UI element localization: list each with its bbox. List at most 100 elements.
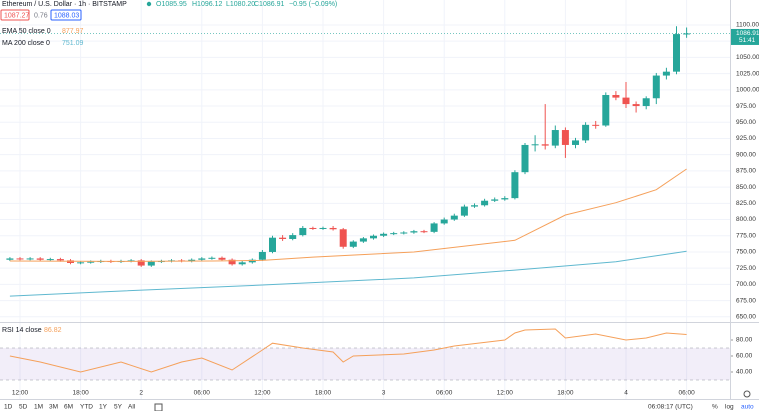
time-tick-label: 2: [139, 390, 143, 397]
candle-body: [36, 258, 44, 260]
time-tick-label: 3: [382, 390, 386, 397]
candle-body: [319, 227, 327, 229]
plot: [0, 26, 730, 373]
scale-button[interactable]: %: [712, 404, 718, 411]
candle-body: [440, 219, 448, 224]
indicator-line: [9, 250, 687, 297]
ema-legend: EMA 50 close 0: [2, 28, 51, 35]
market-status: [146, 1, 152, 7]
candle-body: [400, 232, 408, 234]
price-tick-label: 925.00: [736, 135, 756, 142]
candle-body: [420, 231, 428, 233]
price-tick-label: 800.00: [736, 216, 756, 223]
rsi-last-value: 86.82: [44, 327, 62, 334]
candle-body: [642, 98, 650, 107]
candle-body: [329, 227, 337, 230]
range-button[interactable]: 6M: [64, 404, 73, 411]
candle-body: [380, 233, 388, 236]
price-tick-label: 975.00: [736, 103, 756, 110]
candle-body: [269, 237, 276, 252]
price-tick-label: 675.00: [736, 297, 756, 304]
candle-body: [208, 257, 216, 259]
time-tick-label: 12:00: [497, 390, 514, 397]
toolbar: 1D 5D 1M 3M 6M YTD 1Y 5Y All 06:08:17 (UTC)% log au…: [4, 404, 754, 411]
price-tick-label: 875.00: [736, 168, 756, 175]
indicator-line: [9, 328, 687, 373]
candle-body: [491, 199, 499, 201]
price-tick-label: 950.00: [736, 119, 756, 126]
range-button[interactable]: 5D: [19, 404, 28, 411]
buy-box[interactable]: [50, 9, 82, 21]
candle-body: [137, 260, 145, 266]
candle-body: [258, 251, 266, 260]
scale-button[interactable]: log: [725, 404, 734, 411]
candle-body: [652, 75, 660, 99]
range-button[interactable]: All: [128, 404, 136, 411]
candle-body: [662, 71, 670, 76]
settings-icon[interactable]: [743, 390, 751, 398]
candle-body: [6, 258, 14, 260]
range-button[interactable]: 1M: [34, 404, 43, 411]
price-tick-label: 725.00: [736, 265, 756, 272]
price-tick-label: 750.00: [736, 249, 756, 256]
candle-body: [339, 229, 347, 247]
range-button[interactable]: YTD: [80, 404, 93, 411]
ohlc-close: C1086.91: [254, 1, 284, 8]
candle-body: [511, 172, 519, 199]
rsi-tick-label: 60.00: [736, 353, 753, 360]
indicator-line: [9, 168, 687, 262]
last-price-tag: [731, 28, 759, 45]
candle-body: [632, 104, 640, 107]
candle-body: [481, 200, 489, 206]
time-tick-label: 06:00: [678, 390, 695, 397]
spread: 0.76: [34, 12, 48, 19]
candle-body: [551, 130, 559, 146]
candle-body: [602, 95, 610, 126]
range-button[interactable]: 5Y: [114, 404, 123, 411]
price-tick-label: 900.00: [736, 151, 756, 158]
candle-body: [582, 124, 590, 141]
candle-body: [309, 227, 317, 229]
candle-body: [460, 206, 468, 216]
candle-body: [561, 130, 569, 145]
candle-body: [541, 144, 549, 146]
range-button[interactable]: 1Y: [99, 404, 108, 411]
date-range-icon[interactable]: [154, 403, 163, 411]
rsi-legend: RSI 14 close: [2, 327, 42, 334]
range-button[interactable]: 3M: [49, 404, 58, 411]
candle-body: [622, 97, 630, 105]
rsi-tick-label: 80.00: [736, 337, 753, 344]
candle-body: [147, 261, 155, 266]
bar-countdown: 51:41: [739, 37, 756, 44]
scale-button[interactable]: auto: [741, 404, 754, 411]
price-tick-label: 1050.00: [736, 54, 759, 61]
price-tick-label: 1000.00: [736, 87, 759, 94]
candle-body: [612, 95, 620, 98]
ohlc-change: −0.95 (−0.09%): [289, 1, 337, 8]
time-tick-label: 18:00: [72, 390, 89, 397]
candle-body: [501, 198, 509, 200]
grid: [0, 0, 733, 399]
sell-box[interactable]: [0, 9, 30, 21]
rsi-band: [0, 348, 730, 380]
candle-body: [289, 235, 297, 239]
price-tick-label: 700.00: [736, 281, 756, 288]
candle-body: [16, 258, 24, 260]
candle-body: [26, 258, 34, 260]
bid-price[interactable]: 1087.27: [4, 12, 29, 19]
symbol-title: Ethereum / U.S. Dollar · 1h · BITSTAMP: [2, 1, 127, 8]
candle-body: [521, 144, 529, 173]
range-button[interactable]: 1D: [4, 404, 13, 411]
time-tick-label: 4: [624, 390, 628, 397]
candle-body: [46, 259, 54, 261]
time-tick-label: 06:00: [436, 390, 453, 397]
candle-body: [279, 237, 287, 239]
ask-price[interactable]: 1088.03: [54, 12, 79, 19]
price-tick-label: 850.00: [736, 184, 756, 191]
ma-legend: MA 200 close 0: [2, 40, 50, 47]
candle-body: [572, 140, 579, 145]
candle-body: [248, 259, 256, 263]
price-tick-label: 1100.00: [736, 22, 759, 29]
candle-body: [471, 205, 478, 207]
